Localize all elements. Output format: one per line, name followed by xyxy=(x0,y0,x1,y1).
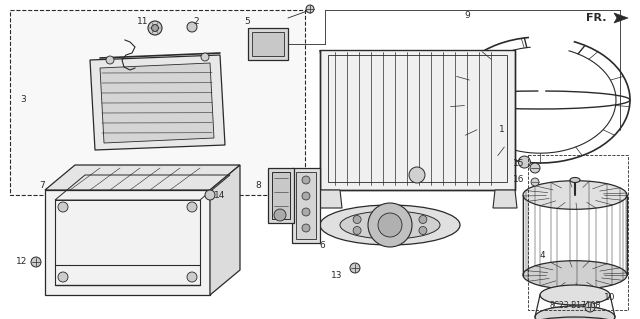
Bar xyxy=(272,172,290,219)
Circle shape xyxy=(419,216,427,224)
Ellipse shape xyxy=(540,285,610,305)
Circle shape xyxy=(531,178,539,186)
Ellipse shape xyxy=(320,205,460,245)
Circle shape xyxy=(350,263,360,273)
Polygon shape xyxy=(210,165,240,295)
Bar xyxy=(268,168,294,223)
Ellipse shape xyxy=(570,177,580,182)
Text: 14: 14 xyxy=(214,190,226,199)
Circle shape xyxy=(31,257,41,267)
Text: 8: 8 xyxy=(255,181,261,189)
Polygon shape xyxy=(320,50,515,190)
Circle shape xyxy=(353,226,361,234)
Circle shape xyxy=(148,21,162,35)
Circle shape xyxy=(378,213,402,237)
Text: 7: 7 xyxy=(39,181,45,189)
Text: 15: 15 xyxy=(513,159,525,167)
Circle shape xyxy=(187,202,197,212)
Polygon shape xyxy=(45,190,210,295)
Polygon shape xyxy=(100,63,214,143)
Circle shape xyxy=(187,272,197,282)
Circle shape xyxy=(302,208,310,216)
Circle shape xyxy=(274,209,286,221)
Circle shape xyxy=(302,224,310,232)
Text: 2: 2 xyxy=(193,18,199,26)
Circle shape xyxy=(585,302,595,312)
Circle shape xyxy=(58,272,68,282)
Polygon shape xyxy=(45,165,240,190)
Circle shape xyxy=(201,53,209,61)
Text: 1: 1 xyxy=(499,125,505,135)
Circle shape xyxy=(302,176,310,184)
Text: 13: 13 xyxy=(332,271,343,279)
Text: 4: 4 xyxy=(539,250,545,259)
Bar xyxy=(296,172,316,239)
Circle shape xyxy=(306,5,314,13)
Ellipse shape xyxy=(523,181,627,209)
Bar xyxy=(528,155,628,310)
Polygon shape xyxy=(493,190,517,208)
Text: FR.: FR. xyxy=(586,13,606,23)
Text: 9: 9 xyxy=(464,11,470,19)
Circle shape xyxy=(368,203,412,247)
Text: 11: 11 xyxy=(137,18,148,26)
Text: 5: 5 xyxy=(244,18,250,26)
Circle shape xyxy=(302,192,310,200)
Circle shape xyxy=(152,25,159,32)
Polygon shape xyxy=(90,55,225,150)
Text: 6: 6 xyxy=(319,241,325,249)
Text: 10: 10 xyxy=(604,293,616,302)
Circle shape xyxy=(58,202,68,212)
Text: 16: 16 xyxy=(513,175,525,184)
Circle shape xyxy=(518,156,531,168)
Polygon shape xyxy=(614,13,628,23)
Ellipse shape xyxy=(530,317,620,319)
Bar xyxy=(10,10,305,195)
Ellipse shape xyxy=(535,306,615,319)
Circle shape xyxy=(106,56,114,64)
Text: 8C23-B1710B: 8C23-B1710B xyxy=(549,300,601,309)
Ellipse shape xyxy=(523,261,627,289)
Ellipse shape xyxy=(340,211,440,239)
Text: 12: 12 xyxy=(16,257,28,266)
Circle shape xyxy=(409,167,425,183)
Circle shape xyxy=(187,22,197,32)
Circle shape xyxy=(419,226,427,234)
Text: 3: 3 xyxy=(20,95,26,105)
Circle shape xyxy=(530,163,540,173)
Circle shape xyxy=(205,190,215,200)
Polygon shape xyxy=(318,190,342,208)
Bar xyxy=(292,168,320,243)
Bar xyxy=(252,32,284,56)
Circle shape xyxy=(353,216,361,224)
Bar xyxy=(248,28,288,60)
